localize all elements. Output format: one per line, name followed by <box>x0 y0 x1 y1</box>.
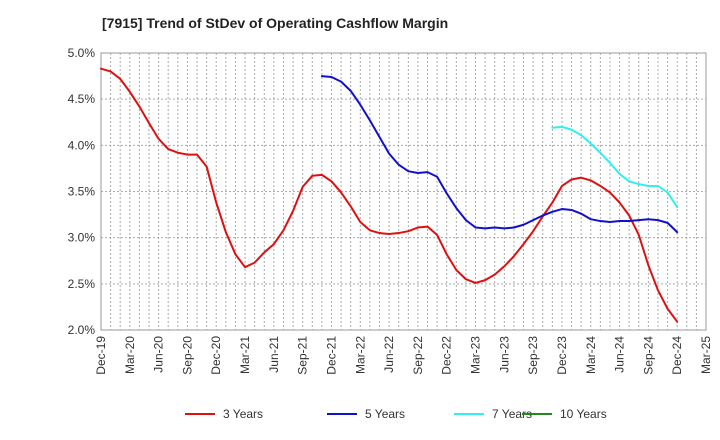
x-tick-label: Jun-20 <box>152 336 166 373</box>
x-tick-label: Sep-21 <box>296 336 310 375</box>
x-tick-label: Dec-20 <box>209 336 223 375</box>
legend-label-5-years: 5 Years <box>365 407 405 421</box>
x-tick-label: Dec-21 <box>324 336 338 375</box>
x-tick-label: Dec-19 <box>94 336 108 375</box>
x-tick-label: Sep-24 <box>641 336 655 375</box>
x-tick-label: Jun-21 <box>267 336 281 373</box>
legend-label-7-years: 7 Years <box>492 407 532 421</box>
y-tick-label: 4.5% <box>68 92 96 106</box>
legend: 3 Years 5 Years 7 Years 10 Years <box>185 407 607 421</box>
x-tick-label: Mar-20 <box>123 336 137 374</box>
chart-title: [7915] Trend of StDev of Operating Cashf… <box>102 15 449 31</box>
x-tick-label: Jun-24 <box>613 336 627 373</box>
legend-label-3-years: 3 Years <box>223 407 263 421</box>
x-tick-label: Dec-23 <box>555 336 569 375</box>
x-tick-label: Jun-23 <box>497 336 511 373</box>
y-tick-label: 5.0% <box>68 46 96 60</box>
y-axis: 2.0% 2.5% 3.0% 3.5% 4.0% 4.5% 5.0% <box>68 46 96 337</box>
y-tick-label: 2.0% <box>68 323 96 337</box>
plot-area-border <box>100 52 707 331</box>
series-line-3-years <box>100 67 679 323</box>
y-tick-label: 2.5% <box>68 277 96 291</box>
y-tick-label: 4.0% <box>68 138 96 152</box>
x-tick-label: Sep-23 <box>526 336 540 375</box>
x-tick-label: Dec-22 <box>440 336 454 375</box>
x-tick-label: Jun-22 <box>382 336 396 373</box>
legend-label-10-years: 10 Years <box>560 407 607 421</box>
x-tick-label: Mar-21 <box>238 336 252 374</box>
grid <box>100 52 707 331</box>
y-tick-label: 3.5% <box>68 185 96 199</box>
x-tick-label: Mar-25 <box>699 336 713 374</box>
x-tick-label: Mar-23 <box>469 336 483 374</box>
x-tick-label: Sep-20 <box>180 336 194 375</box>
series-line-5-years <box>320 75 679 234</box>
x-tick-label: Mar-24 <box>584 336 598 374</box>
x-tick-label: Mar-22 <box>353 336 367 374</box>
series-lines <box>100 67 679 323</box>
x-tick-label: Sep-22 <box>411 336 425 375</box>
y-tick-label: 3.0% <box>68 231 96 245</box>
series-line-7-years <box>551 125 679 209</box>
x-axis: Dec-19 Mar-20 Jun-20 Sep-20 Dec-20 Mar-21 Jun-… <box>94 336 713 375</box>
x-tick-label: Dec-24 <box>670 336 684 375</box>
